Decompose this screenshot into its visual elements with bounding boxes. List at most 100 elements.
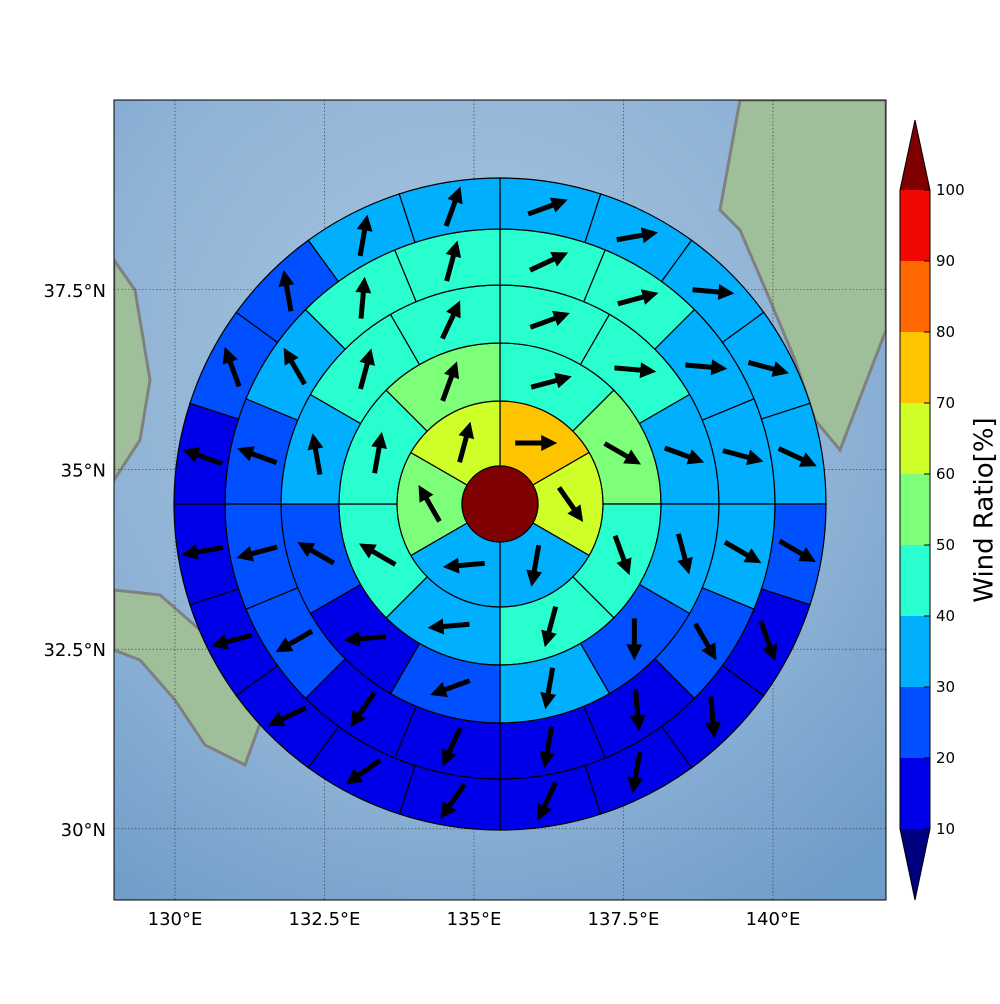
x-tick-label: 130°E — [148, 909, 203, 930]
arrow-shape — [358, 543, 397, 567]
arrow-shape — [427, 618, 470, 635]
arrow-shape — [222, 346, 242, 388]
colorbar-tick-label: 40 — [936, 607, 955, 625]
arrow-shape — [181, 544, 224, 560]
arrow-shape — [529, 310, 570, 330]
colorbar-bin — [900, 758, 930, 829]
wind-arrow — [663, 445, 705, 465]
wind-arrow — [541, 605, 559, 648]
wind-arrow — [556, 486, 584, 523]
arrow-shape — [442, 557, 485, 574]
axis-labels: 130°E 132.5°E 135°E 137.5°E 140°E 30°N 32.5°N 3… — [43, 281, 800, 930]
colorbar-tick-label: 90 — [936, 252, 955, 270]
colorbar-bin — [900, 474, 930, 545]
wind-arrow — [457, 421, 475, 463]
arrow-shape — [345, 758, 382, 785]
arrow-shape — [705, 696, 721, 739]
arrow-shape — [612, 534, 632, 576]
arrow-shape — [629, 689, 646, 732]
x-tick-label: 140°E — [746, 909, 801, 930]
arrow-shape — [529, 251, 569, 273]
wind-arrow — [603, 441, 642, 465]
wind-arrow — [182, 447, 223, 467]
colorbar-tick-label: 70 — [936, 394, 955, 412]
arrow-shape — [440, 782, 467, 819]
arrow-shape — [627, 751, 644, 794]
basemap — [114, 100, 886, 900]
colorbar-label: Wind Ratio[%] — [970, 417, 1000, 602]
wind-arrow — [283, 347, 307, 386]
colorbar-under — [900, 829, 930, 900]
arrow-shape — [556, 486, 584, 523]
arrow-shape — [777, 446, 817, 467]
arrow-shape — [515, 434, 558, 451]
arrow-shape — [603, 441, 642, 465]
colorbar-tick-label: 10 — [936, 820, 955, 838]
wind-arrow — [616, 227, 659, 244]
wind-arrow — [427, 618, 470, 635]
wind-arrow — [777, 446, 817, 467]
arrow-shape — [283, 347, 307, 386]
colorbar-tick-label: 30 — [936, 678, 955, 696]
wind-arrow — [626, 618, 643, 661]
wind-arrow — [442, 727, 463, 767]
wind-arrow — [443, 186, 463, 227]
arrow-shape — [355, 276, 372, 319]
colorbar-tick-label: 20 — [936, 749, 955, 767]
wind-arrow — [529, 251, 569, 273]
wind-arrow — [440, 782, 467, 819]
wind-arrow — [723, 540, 762, 564]
arrow-shape — [430, 678, 471, 698]
wind-arrow — [627, 751, 644, 794]
wind-arrow — [539, 726, 556, 768]
arrow-shape — [457, 421, 475, 463]
wind-arrow — [530, 372, 572, 390]
arrow-shape — [211, 632, 253, 650]
wind-arrow — [614, 362, 657, 379]
wind-arrow — [722, 448, 764, 466]
wind-arrow — [442, 557, 485, 574]
wind-arrow — [356, 214, 373, 257]
wind-arrow — [418, 484, 442, 523]
colorbar-tick-label: 100 — [936, 181, 965, 199]
wind-arrow — [236, 544, 278, 562]
wind-arrow — [693, 622, 717, 661]
arrow-shape — [675, 533, 693, 575]
colorbar-bin — [900, 403, 930, 474]
wind-arrow — [345, 758, 382, 785]
x-tick-label: 137.5°E — [588, 909, 660, 930]
wind-arrow — [778, 538, 816, 563]
arrow-shape — [350, 691, 377, 728]
wind-arrow — [692, 284, 735, 301]
arrow-shape — [444, 240, 462, 282]
wind-arrow — [440, 361, 460, 402]
wind-arrow — [297, 542, 336, 566]
wind-arrow — [222, 346, 242, 388]
wind-arrow — [350, 691, 377, 728]
center — [461, 465, 539, 543]
arrow-shape — [182, 447, 223, 467]
arrow-shape — [626, 618, 643, 661]
wind-arrow — [358, 348, 375, 390]
arrow-shape — [440, 300, 461, 340]
colorbar-bin — [900, 261, 930, 332]
arrow-shape — [530, 372, 572, 390]
wind-arrow — [430, 678, 471, 698]
y-tick-label: 32.5°N — [43, 640, 106, 661]
land — [114, 257, 152, 483]
wind-arrow — [444, 240, 462, 282]
arrow-shape — [307, 433, 324, 475]
map-frame — [113, 99, 887, 901]
wind-arrow — [181, 544, 224, 560]
wind-arrow — [747, 359, 789, 377]
wind-arrow — [371, 431, 387, 474]
colorbar-over — [900, 120, 930, 190]
arrow-shape — [343, 630, 386, 647]
arrow-shape — [358, 348, 375, 390]
wind-arrow — [355, 276, 372, 319]
wind-arrow — [440, 300, 461, 340]
colorbar: 10 20 30 40 50 60 70 80 90 100 — [899, 119, 965, 901]
arrow-shape — [297, 542, 336, 566]
wind-arrow — [237, 446, 278, 466]
